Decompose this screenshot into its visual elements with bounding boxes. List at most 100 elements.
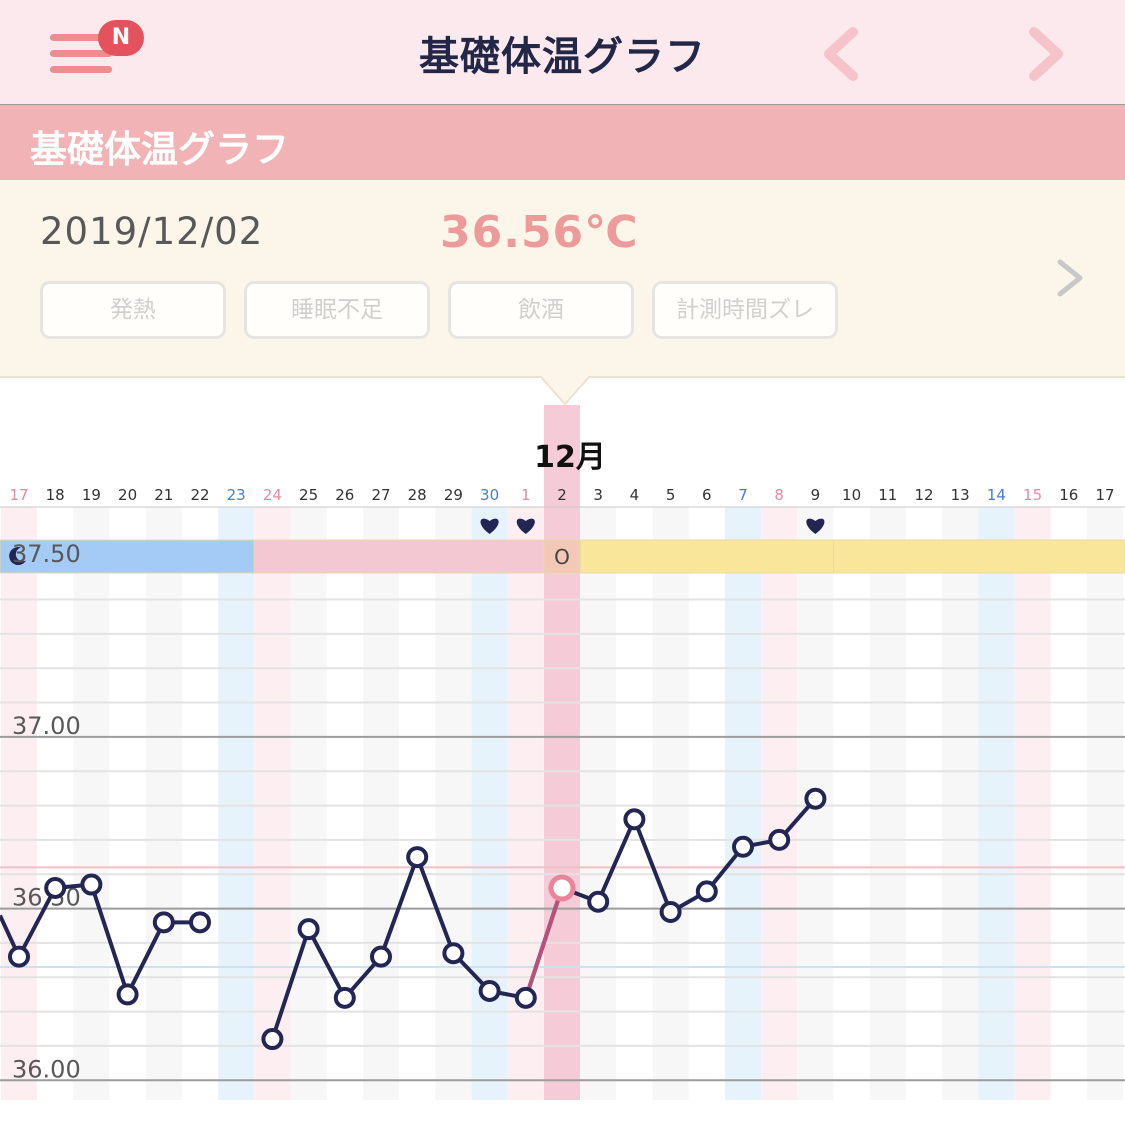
day-band [725, 507, 761, 1100]
bbt-chart[interactable]: 12月 17 18 19 20 21 22 23 24 25 26 27 28 29 30 1 2 3 4 5 6 7 8… [0, 405, 1125, 1125]
top-nav-bar: N 基礎体温グラフ [0, 0, 1125, 105]
x-tick-label: 16 [1059, 486, 1078, 504]
day-band [435, 507, 472, 1100]
section-title: 基礎体温グラフ [30, 128, 289, 171]
data-point[interactable] [297, 918, 320, 941]
data-point[interactable] [587, 890, 610, 913]
x-tick-label: 30 [480, 486, 499, 504]
x-tick-label: 8 [774, 486, 784, 504]
selected-day-highlight [544, 405, 580, 1100]
selected-data-point[interactable] [548, 874, 576, 902]
temperature-points[interactable] [8, 787, 827, 1051]
detail-open-button[interactable] [1050, 258, 1090, 298]
day-band [399, 507, 436, 1100]
data-point[interactable] [623, 808, 646, 831]
day-band [580, 507, 617, 1100]
day-band [290, 507, 327, 1100]
data-point[interactable] [695, 880, 718, 903]
phase-menstrual [0, 539, 255, 574]
x-tick-label: 24 [263, 486, 282, 504]
x-axis-labels: 17 18 19 20 21 22 23 24 25 26 27 28 29 30 1 2 3 4 5 6 7 8 9 10 1… [9, 486, 1114, 504]
x-tick-label: 26 [335, 486, 354, 504]
data-point[interactable] [442, 942, 465, 965]
day-band [1087, 507, 1123, 1100]
data-point[interactable] [406, 846, 429, 869]
day-band [218, 507, 255, 1100]
x-tick-label: 10 [842, 486, 861, 504]
day-band [761, 507, 798, 1100]
month-label: 12月 [534, 440, 606, 475]
menu-button[interactable] [46, 30, 116, 80]
x-tick-label: 17 [9, 486, 28, 504]
next-button[interactable] [1020, 24, 1080, 84]
tag-lack-of-sleep[interactable]: 睡眠不足 [244, 281, 430, 339]
intercourse-markers [480, 518, 825, 534]
day-band [906, 507, 942, 1100]
phase-follicular [253, 539, 545, 574]
day-bands [1, 405, 1123, 1100]
x-tick-label: 13 [951, 486, 970, 504]
tag-fever[interactable]: 発熱 [40, 281, 226, 339]
day-band [652, 507, 689, 1100]
data-point[interactable] [659, 901, 682, 924]
day-band [688, 507, 725, 1100]
tag-time-offset[interactable]: 計測時間ズレ [652, 281, 838, 339]
x-tick-label: 7 [738, 486, 748, 504]
selected-connector [523, 887, 564, 999]
y-tick-label: 37.00 [12, 712, 81, 740]
data-point[interactable] [333, 986, 356, 1009]
day-detail-panel[interactable]: 2019/12/02 36.56℃ 発熱 睡眠不足 飲酒 計測時間ズレ [0, 180, 1125, 378]
day-band [869, 507, 906, 1100]
panel-pointer [540, 376, 590, 406]
moon-icon [9, 547, 26, 566]
data-point[interactable] [80, 873, 103, 896]
phase-ovulation [543, 539, 581, 574]
data-point[interactable] [478, 979, 501, 1002]
heart-icon [480, 518, 499, 534]
page-title: 基礎体温グラフ [419, 34, 706, 80]
x-tick-label: 25 [299, 486, 318, 504]
selected-date: 2019/12/02 [40, 210, 264, 253]
x-tick-label: 15 [1023, 486, 1042, 504]
data-point[interactable] [8, 945, 30, 968]
chevron-right-icon [1057, 259, 1083, 297]
day-band [616, 507, 653, 1100]
heart-icon [516, 518, 535, 534]
ovulation-label: O [554, 545, 570, 569]
x-tick-label: 6 [702, 486, 712, 504]
x-tick-label: 20 [118, 486, 137, 504]
x-tick-label: 17 [1095, 486, 1114, 504]
x-tick-label: 1 [521, 486, 531, 504]
y-tick-label: 36.00 [12, 1055, 81, 1083]
tag-drinking[interactable]: 飲酒 [448, 281, 634, 339]
chevron-left-icon [824, 27, 858, 81]
data-point[interactable] [116, 983, 139, 1006]
day-band [833, 507, 870, 1100]
x-tick-label: 9 [811, 486, 821, 504]
horizontal-grid [0, 564, 1125, 1082]
data-point[interactable] [732, 835, 754, 858]
data-point[interactable] [44, 876, 67, 899]
data-point[interactable] [261, 1028, 284, 1051]
data-point[interactable] [370, 945, 392, 968]
heart-icon [806, 518, 825, 534]
data-point[interactable] [804, 787, 827, 810]
section-header: 基礎体温グラフ [0, 105, 1125, 180]
x-tick-label: 2 [557, 486, 567, 504]
notification-badge: N [98, 20, 144, 56]
data-point[interactable] [152, 911, 175, 934]
day-band [942, 507, 979, 1100]
x-tick-label: 4 [630, 486, 640, 504]
prev-button[interactable] [815, 24, 875, 84]
data-point[interactable] [768, 828, 791, 851]
phase-luteal [833, 539, 1125, 574]
day-band [182, 507, 218, 1100]
day-band [1, 507, 37, 1100]
data-point[interactable] [514, 986, 537, 1009]
phase-bar: O [0, 539, 1125, 574]
x-tick-label: 29 [444, 486, 463, 504]
data-point[interactable] [189, 911, 211, 934]
x-tick-label: 11 [878, 486, 897, 504]
x-tick-label: 14 [987, 486, 1006, 504]
